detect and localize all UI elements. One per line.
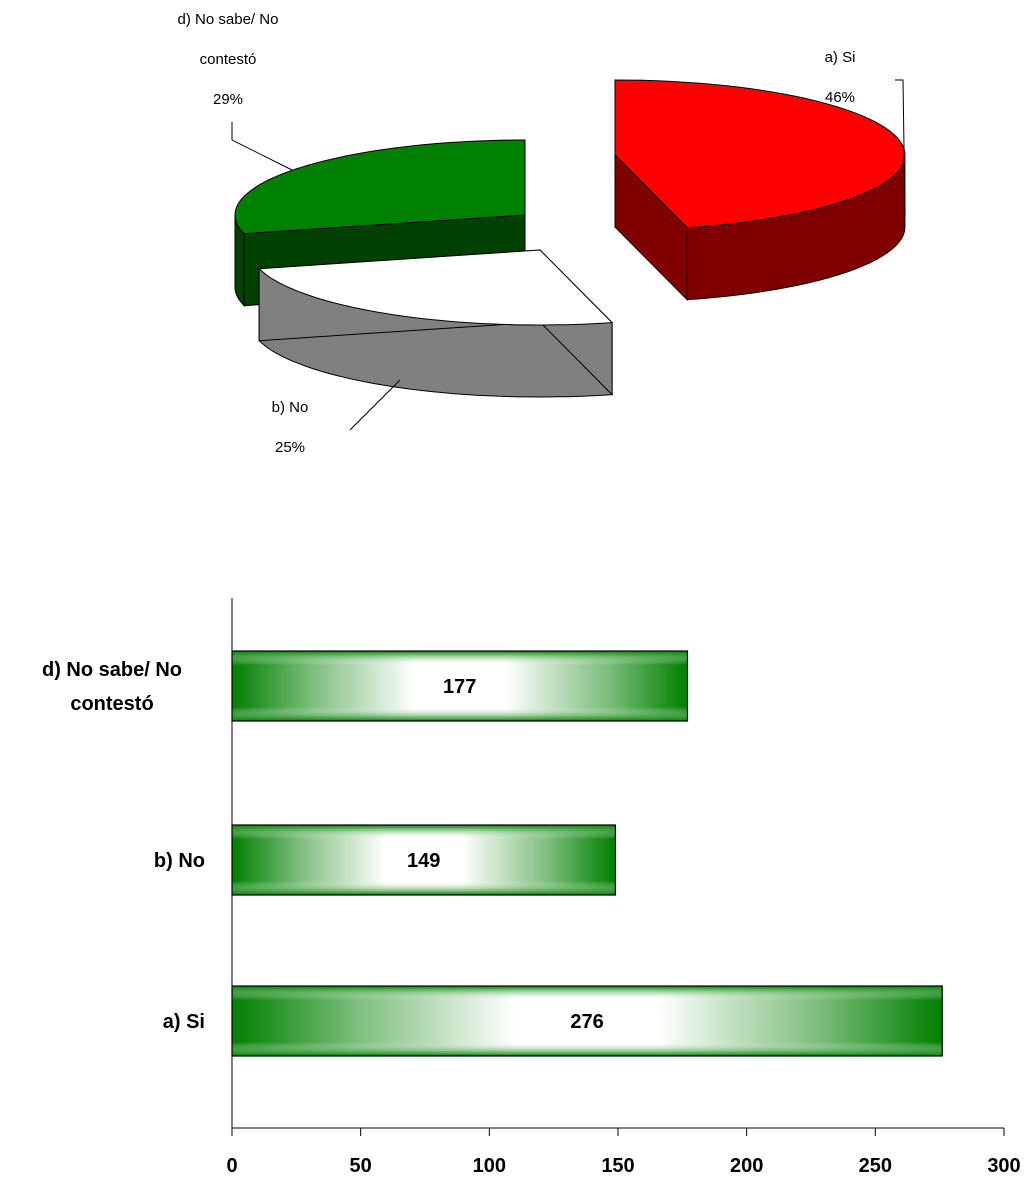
bar-value-label: 177: [443, 676, 476, 698]
pie-label: d) No sabe/ No: [178, 11, 279, 28]
pie-slice-top: [234, 139, 526, 235]
pie-label: contestó: [200, 51, 257, 68]
pie-label: 29%: [213, 91, 243, 108]
pie-leader-line: [349, 379, 401, 431]
x-tick-label: 50: [350, 1155, 372, 1177]
bar-shade: [231, 650, 689, 722]
category-label: b) No: [154, 850, 205, 872]
bar-value-label: 276: [570, 1011, 603, 1033]
pie-leader-line: [231, 122, 293, 171]
pie-label: 25%: [275, 439, 305, 456]
bar-shade: [231, 824, 617, 896]
bar-group: 276 a) Si: [163, 985, 943, 1057]
pie-chart: a) Si 46% b) No 25% d) No sabe/ No contestó 29…: [178, 11, 906, 456]
category-label: contestó: [70, 693, 153, 715]
x-tick-label: 300: [987, 1155, 1020, 1177]
x-tick-label: 200: [730, 1155, 763, 1177]
category-label: a) Si: [163, 1011, 205, 1033]
pie-slice-2: [257, 248, 614, 398]
pie-slice-top: [257, 249, 614, 326]
x-tick-label: 150: [601, 1155, 634, 1177]
bar-value-label: 149: [407, 850, 440, 872]
pie-label: 46%: [825, 89, 855, 106]
x-tick-label: 0: [226, 1155, 237, 1177]
bar-shade: [231, 985, 943, 1057]
bar-chart: 0 50 100 150 200 250 300 177 d) No sabe/ No conte…: [42, 598, 1021, 1177]
bar-group: 149 b) No: [154, 824, 617, 896]
x-tick-label: 100: [473, 1155, 506, 1177]
bar-group: 177 d) No sabe/ No contestó: [42, 650, 689, 722]
pie-slice-1: [614, 79, 906, 301]
pie-slice-top: [614, 79, 906, 229]
x-tick-label: 250: [859, 1155, 892, 1177]
category-label: d) No sabe/ No: [42, 659, 182, 681]
pie-leader-line: [895, 79, 906, 216]
pie-label: a) Si: [825, 49, 856, 66]
pie-label: b) No: [272, 399, 309, 416]
